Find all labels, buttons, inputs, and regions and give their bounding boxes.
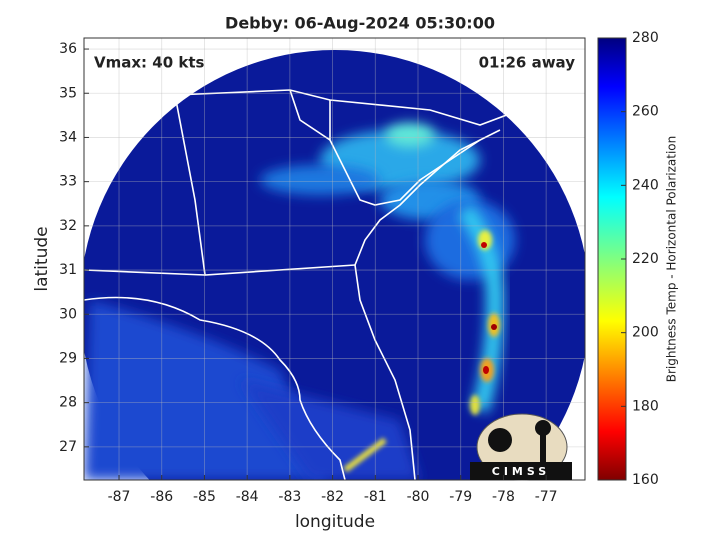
x-tick-label: -78 (492, 489, 515, 505)
y-tick-label: 28 (59, 395, 77, 411)
colorbar-tick-label: 160 (632, 472, 659, 488)
x-tick-label: -86 (150, 489, 173, 505)
x-tick-label: -87 (108, 489, 131, 505)
coastlines (84, 59, 561, 480)
y-axis-label: latitude (32, 226, 52, 291)
y-tick-label: 31 (59, 262, 77, 278)
plot-frame (83, 37, 586, 481)
y-tick-label: 27 (59, 439, 77, 455)
annotation: Vmax: 40 kts (94, 54, 204, 72)
colorbar-tick-label: 260 (632, 104, 659, 120)
satellite-image (84, 50, 585, 480)
x-tick-label: -85 (193, 489, 216, 505)
x-tick-label: -83 (278, 489, 301, 505)
colorbar-label: Brightness Temp - Horizontal Polarizatio… (665, 136, 679, 383)
logo-text: CIMSS (492, 465, 550, 478)
chart-title: Debby: 06-Aug-2024 05:30:00 (225, 14, 495, 33)
x-tick-label: -84 (236, 489, 259, 505)
y-tick-label: 29 (59, 350, 77, 366)
y-tick-label: 33 (59, 174, 77, 190)
x-tick-label: -81 (364, 489, 387, 505)
y-tick-label: 35 (59, 85, 77, 101)
colorbar-tick-label: 280 (632, 30, 659, 46)
colorbar-tick-label: 200 (632, 325, 659, 341)
y-tick-label: 36 (59, 41, 77, 57)
annotation: 01:26 away (479, 54, 576, 72)
y-tick-label: 30 (59, 306, 77, 322)
x-tick-label: -80 (407, 489, 430, 505)
y-tick-label: 34 (59, 129, 77, 145)
x-tick-label: -82 (321, 489, 344, 505)
colorbar-tick-label: 220 (632, 251, 659, 267)
x-tick-label: -77 (535, 489, 558, 505)
x-tick-label: -79 (449, 489, 472, 505)
logo: CIMSS (470, 413, 572, 481)
y-tick-label: 32 (59, 218, 77, 234)
colorbar-tick-label: 240 (632, 177, 659, 193)
colorbar-tick-label: 180 (632, 398, 659, 414)
x-axis-label: longitude (295, 512, 375, 532)
